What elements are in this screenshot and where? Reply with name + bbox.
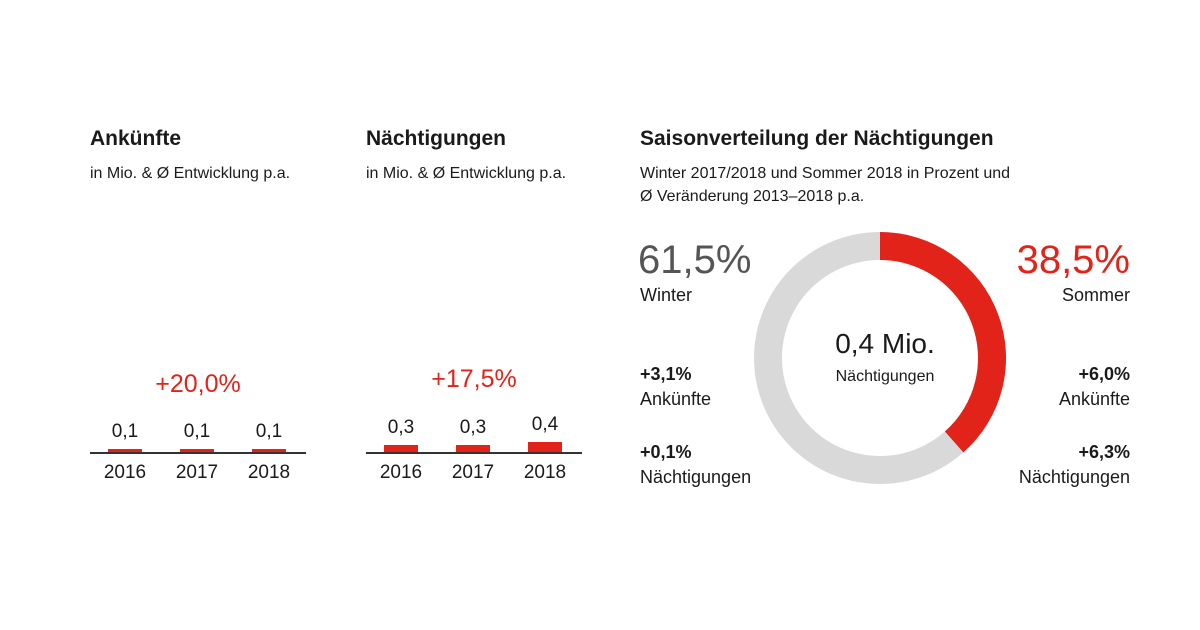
winter-nights-label: Nächtigungen: [640, 467, 752, 487]
nights-axis: [366, 452, 582, 454]
season-subtitle-line2: Ø Veränderung 2013–2018 p.a.: [640, 188, 865, 205]
x-tick-label: 2016: [379, 462, 423, 483]
summer-nights-label: Nächtigungen: [1018, 467, 1130, 487]
bar-value-label: 0,3: [459, 416, 487, 438]
season-subtitle-line1: Winter 2017/2018 und Sommer 2018 in Proz…: [640, 165, 1011, 182]
arrivals-title: Ankünfte: [90, 127, 181, 150]
winter-percent: 61,5%: [638, 238, 752, 282]
winter-arrivals-label: Ankünfte: [640, 389, 712, 409]
summer-percent: 38,5%: [1016, 238, 1130, 282]
winter-arrivals-change: +3,1%: [640, 364, 692, 384]
bar-2016: [384, 444, 418, 452]
bar-value-label: 0,4: [531, 414, 559, 435]
season-title: Saisonverteilung der Nächtigungen: [640, 127, 994, 150]
x-tick-label: 2018: [523, 462, 567, 483]
bar-2016: [108, 449, 142, 452]
nights-growth: +17,5%: [431, 365, 517, 393]
arrivals-growth: +20,0%: [155, 370, 241, 398]
bar-value-label: 0,1: [183, 421, 211, 442]
bar-2017: [456, 444, 490, 452]
summer-arrivals-change: +6,0%: [1078, 364, 1130, 384]
bar-value-label: 0,1: [111, 421, 139, 442]
arrivals-subtitle: in Mio. & Ø Entwicklung p.a.: [90, 165, 291, 182]
nights-subtitle: in Mio. & Ø Entwicklung p.a.: [366, 165, 567, 182]
bar-2017: [180, 449, 214, 452]
season-donut: [754, 232, 1006, 484]
bar-2018: [252, 449, 286, 452]
donut-center-value: 0,4 Mio.: [835, 328, 935, 359]
arrivals-axis: [90, 452, 306, 454]
donut-center-label: Nächtigungen: [835, 368, 935, 385]
donut-slice-sommer: [880, 232, 1006, 453]
nights-title: Nächtigungen: [366, 127, 506, 150]
summer-nights-change: +6,3%: [1078, 442, 1130, 462]
winter-label: Winter: [640, 285, 693, 305]
bar-value-label: 0,3: [387, 416, 415, 438]
bar-2018: [528, 442, 562, 452]
x-tick-label: 2016: [103, 462, 147, 483]
bar-value-label: 0,1: [255, 421, 283, 442]
winter-nights-change: +0,1%: [640, 442, 692, 462]
summer-arrivals-label: Ankünfte: [1058, 389, 1130, 409]
donut-slice-winter: [754, 232, 964, 484]
x-tick-label: 2017: [451, 462, 495, 483]
x-tick-label: 2017: [175, 462, 219, 483]
summer-label: Sommer: [1061, 285, 1130, 305]
x-tick-label: 2018: [247, 462, 291, 483]
